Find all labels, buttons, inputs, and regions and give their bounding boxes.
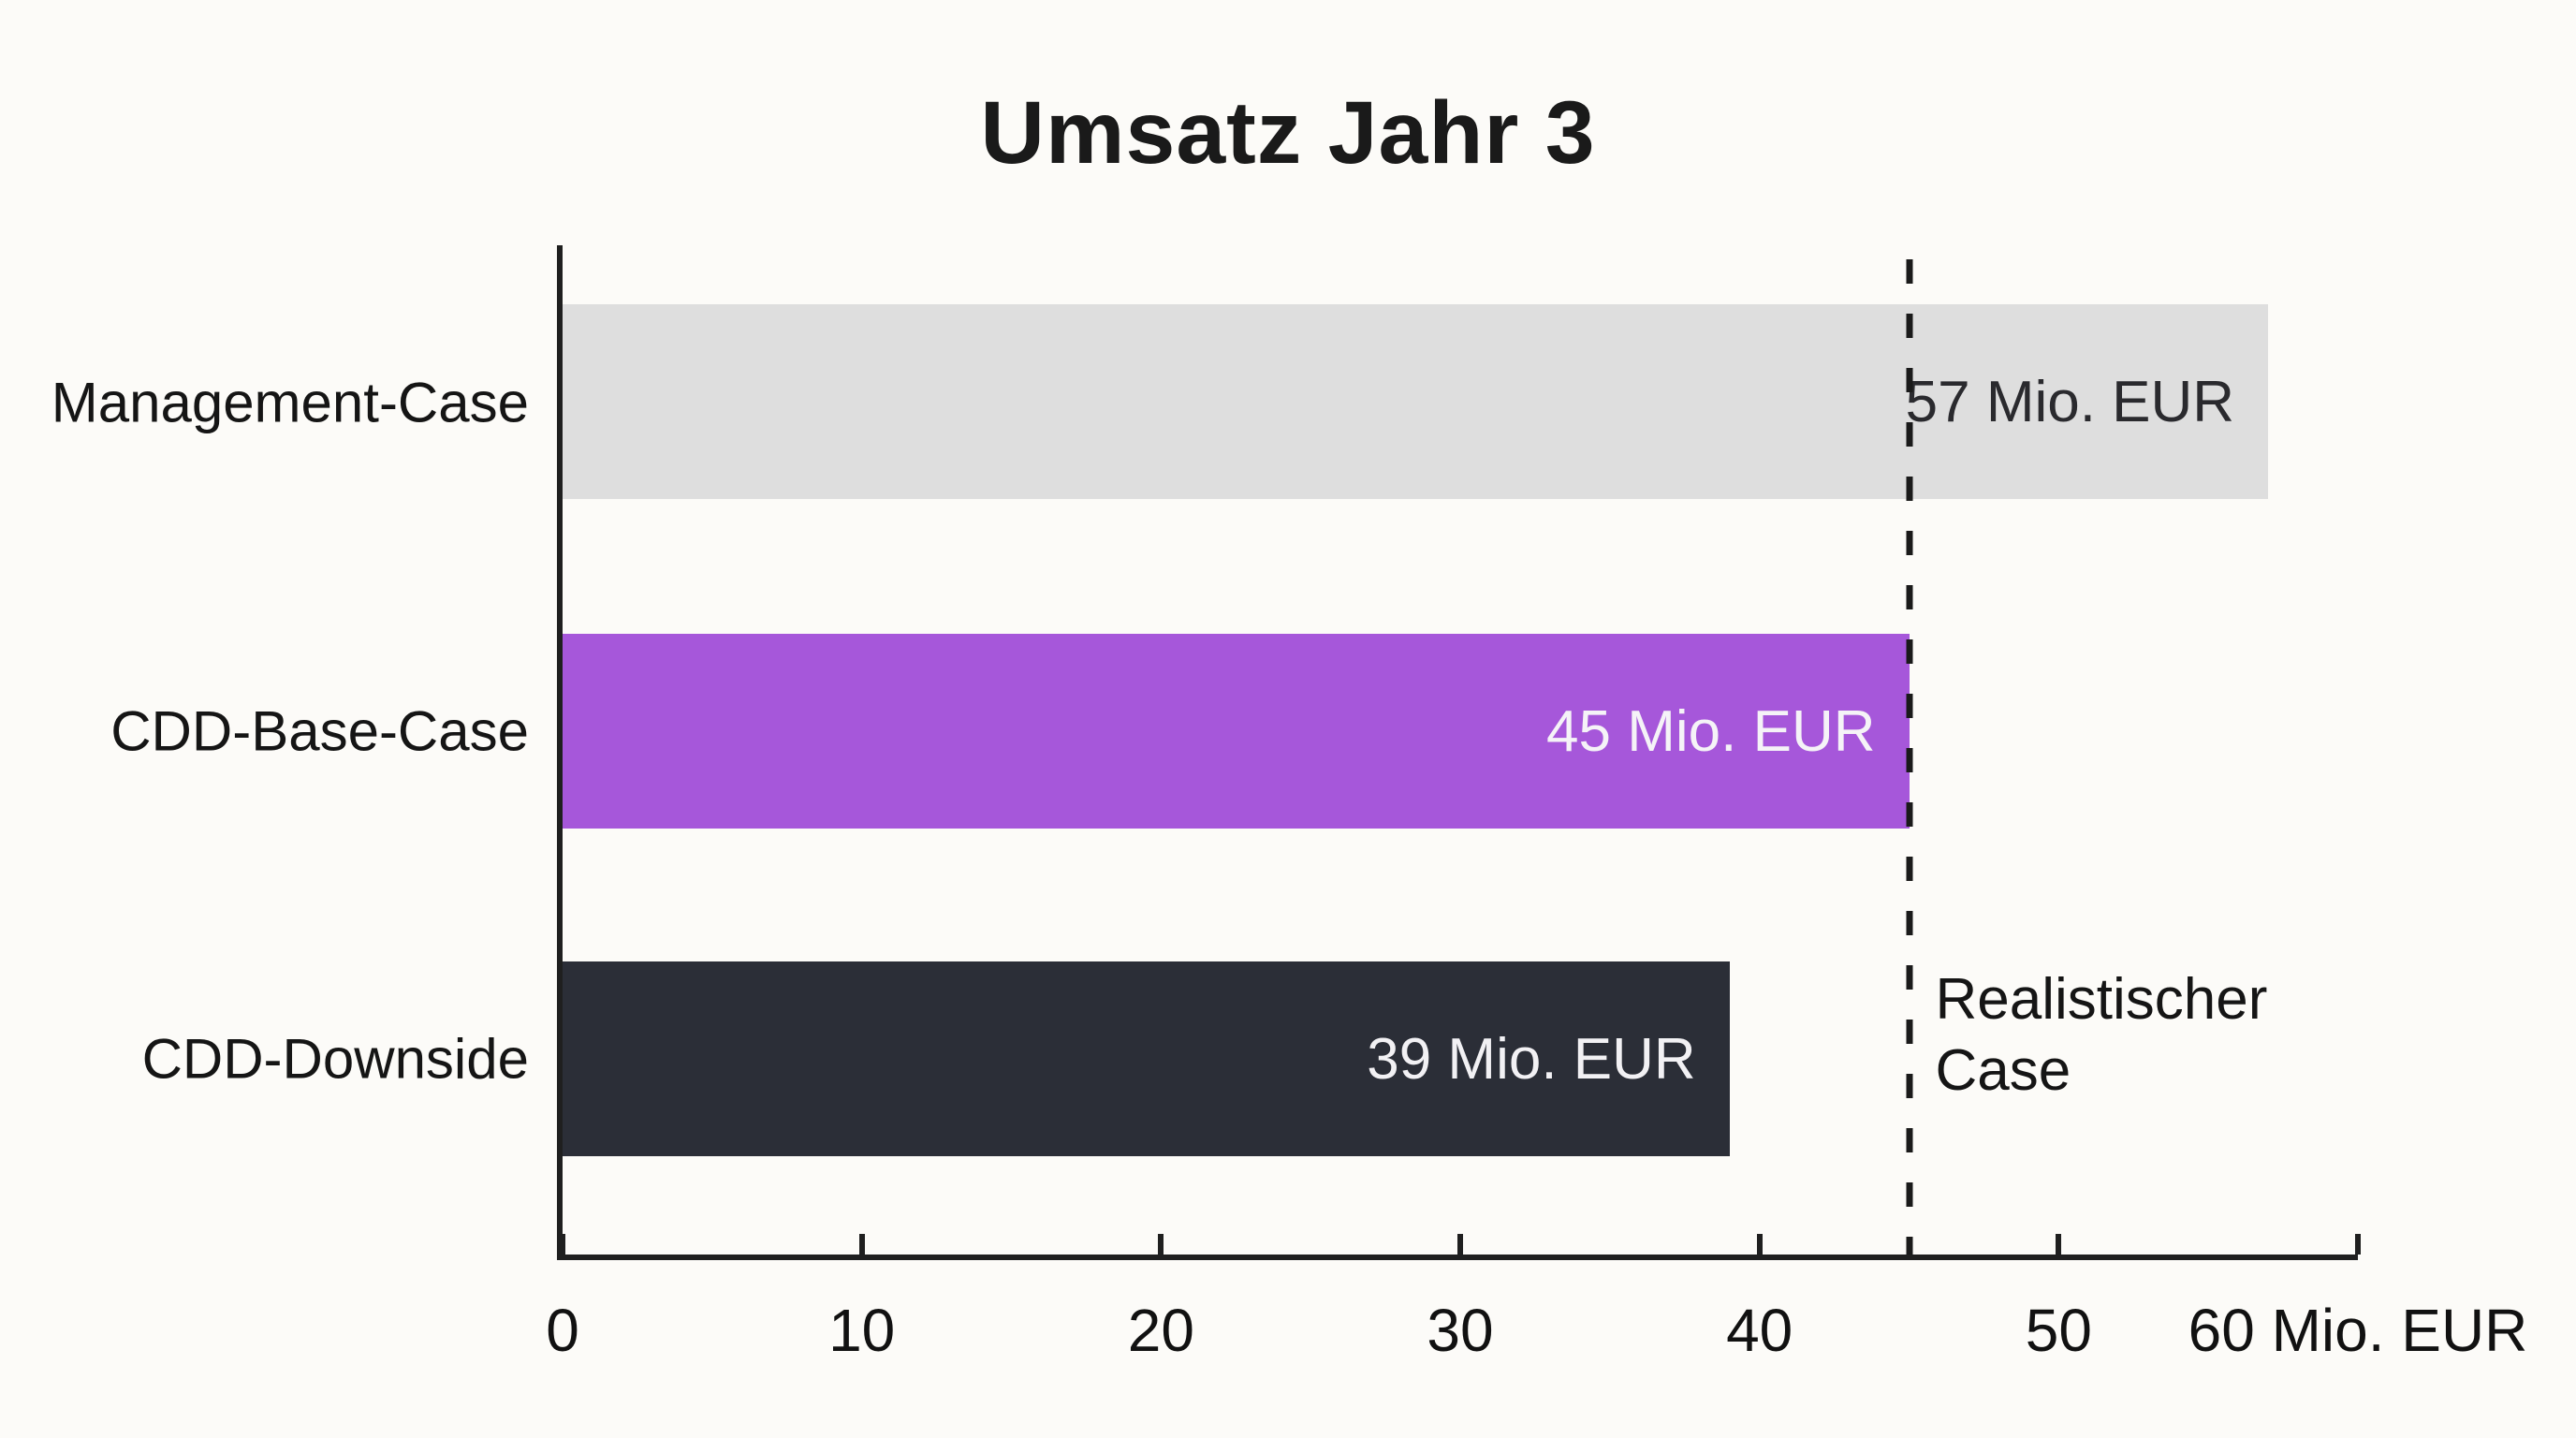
x-axis-tick-mark: [1756, 1234, 1763, 1255]
x-axis-tick-mark: [858, 1234, 865, 1255]
x-axis-tick-mark: [1457, 1234, 1463, 1255]
x-axis-tick-label: 10: [828, 1297, 896, 1364]
bar-value-label: 45 Mio. EUR: [1546, 698, 1876, 764]
bar-cdd-downside: 39 Mio. EUR: [563, 961, 1730, 1156]
category-label-cdd-base-case: CDD-Base-Case: [110, 699, 529, 763]
x-axis-tick-label: 50: [2025, 1297, 2092, 1364]
category-label-management-case: Management-Case: [51, 371, 529, 434]
chart-title: Umsatz Jahr 3: [980, 83, 1596, 183]
bar-cdd-base-case: 45 Mio. EUR: [563, 634, 1910, 829]
bar-management-case: 57 Mio. EUR: [563, 304, 2269, 499]
x-axis-tick-label: 20: [1127, 1297, 1194, 1364]
category-label-cdd-downside: CDD-Downside: [141, 1027, 529, 1091]
x-axis-tick-label: 60 Mio. EUR: [2188, 1297, 2528, 1364]
reference-line-label: Realistischer Case: [1935, 967, 2268, 1103]
x-axis-tick-mark: [560, 1234, 565, 1255]
x-axis-tick-mark: [2056, 1234, 2062, 1255]
x-axis-tick-label: 0: [546, 1297, 579, 1364]
x-axis-tick-mark: [2355, 1234, 2361, 1255]
plot-area: 57 Mio. EUR 45 Mio. EUR 39 Mio. EUR Real…: [546, 245, 2527, 1364]
bar-value-label: 57 Mio. EUR: [1905, 369, 2235, 434]
x-axis-tick-mark: [1158, 1234, 1164, 1255]
bar-value-label: 39 Mio. EUR: [1367, 1026, 1696, 1092]
x-axis-tick-label: 30: [1427, 1297, 1494, 1364]
x-axis-tick-label: 40: [1726, 1297, 1793, 1364]
reference-line: [1906, 259, 1912, 1255]
